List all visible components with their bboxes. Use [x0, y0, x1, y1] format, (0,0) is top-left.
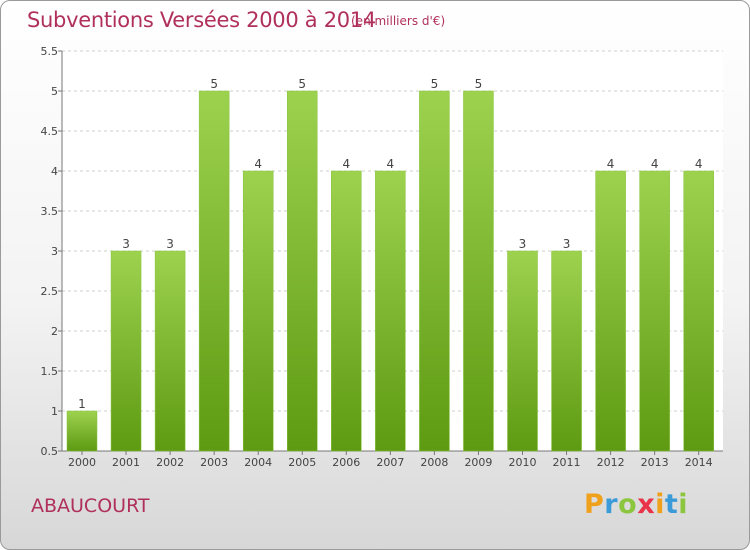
x-tick-label: 2000 [68, 456, 96, 469]
y-tick-label: 5.5 [41, 45, 59, 58]
bar [595, 170, 626, 452]
x-tick-label: 2007 [376, 456, 404, 469]
x-tick-label: 2002 [156, 456, 184, 469]
bar [463, 90, 494, 452]
x-tick-label: 2010 [509, 456, 537, 469]
logo-letter: o [618, 489, 638, 520]
bar [198, 90, 230, 452]
logo-letter: x [637, 489, 656, 520]
y-tick-label: 4.5 [41, 125, 59, 138]
y-tick-label: 3 [51, 245, 58, 258]
data-label: 5 [298, 77, 306, 91]
data-label: 4 [387, 157, 395, 171]
chart-title: Subventions Versées 2000 à 2014 [27, 8, 376, 32]
x-tick-label: 2009 [464, 456, 492, 469]
bar [683, 170, 714, 452]
x-tick-label: 2004 [244, 456, 272, 469]
logo-letter: i [678, 489, 689, 520]
x-tick-label: 2006 [332, 456, 360, 469]
bar [110, 250, 142, 452]
y-tick-label: 1 [51, 405, 58, 418]
logo-letter: t [664, 489, 679, 520]
x-tick-label: 2001 [112, 456, 140, 469]
x-tick-label: 2003 [200, 456, 228, 469]
bar [551, 250, 582, 452]
data-label: 4 [651, 157, 659, 171]
bar [242, 170, 274, 452]
y-tick-label: 1.5 [41, 365, 59, 378]
data-label: 4 [342, 157, 350, 171]
logo-letter: r [604, 489, 619, 520]
logo-letter: P [584, 489, 605, 520]
data-label: 3 [166, 237, 174, 251]
chart-subtitle: (en milliers d'€) [351, 14, 446, 28]
data-label: 4 [254, 157, 262, 171]
bar [419, 90, 450, 452]
proxiti-logo: Proxiti [584, 489, 688, 523]
y-tick-label: 2 [51, 325, 58, 338]
x-tick-label: 2008 [420, 456, 448, 469]
data-label: 5 [431, 77, 439, 91]
x-tick-label: 2014 [685, 456, 713, 469]
bar [375, 170, 406, 452]
data-label: 3 [122, 237, 130, 251]
y-tick-label: 3.5 [41, 205, 59, 218]
commune-name: ABAUCOURT [31, 495, 150, 517]
bar [154, 250, 186, 452]
y-tick-label: 0.5 [41, 445, 59, 458]
data-label: 4 [695, 157, 703, 171]
logo-letter: i [655, 489, 665, 520]
y-tick-label: 5 [51, 85, 58, 98]
data-label: 3 [563, 237, 571, 251]
bar [331, 170, 362, 452]
data-label: 4 [607, 157, 615, 171]
data-label: 5 [475, 77, 483, 91]
y-tick-label: 4 [51, 165, 58, 178]
bar [507, 250, 538, 452]
x-tick-label: 2005 [288, 456, 316, 469]
y-tick-label: 2.5 [41, 285, 59, 298]
data-label: 1 [78, 397, 86, 411]
x-tick-label: 2011 [553, 456, 581, 469]
x-tick-label: 2012 [597, 456, 625, 469]
bar [66, 410, 98, 452]
bar [639, 170, 670, 452]
data-label: 5 [210, 77, 218, 91]
data-label: 3 [519, 237, 527, 251]
x-tick-label: 2013 [641, 456, 669, 469]
bar [287, 90, 318, 452]
